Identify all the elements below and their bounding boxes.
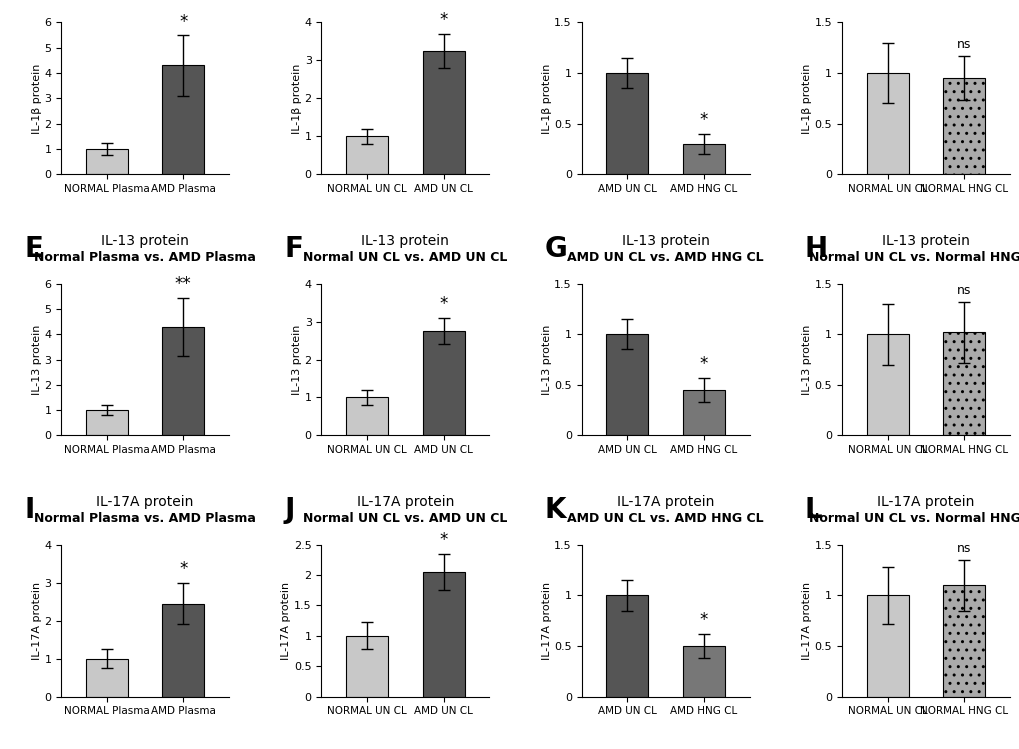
Text: AMD UN CL vs. AMD HNG CL: AMD UN CL vs. AMD HNG CL bbox=[567, 251, 763, 264]
Bar bbox=[943, 333, 984, 435]
Text: AMD UN CL vs. AMD HNG CL: AMD UN CL vs. AMD HNG CL bbox=[567, 512, 763, 525]
Text: ns: ns bbox=[956, 542, 970, 555]
Text: Normal Plasma vs. AMD Plasma: Normal Plasma vs. AMD Plasma bbox=[35, 0, 256, 3]
Text: **: ** bbox=[174, 275, 192, 293]
Y-axis label: IL-1β protein: IL-1β protein bbox=[32, 63, 42, 133]
Text: Normal Plasma vs. AMD Plasma: Normal Plasma vs. AMD Plasma bbox=[35, 512, 256, 525]
Bar bbox=[943, 585, 984, 697]
Bar bbox=[682, 646, 725, 697]
Y-axis label: IL-17A protein: IL-17A protein bbox=[32, 581, 42, 660]
Text: H: H bbox=[804, 235, 827, 263]
Title: IL-13 protein: IL-13 protein bbox=[101, 234, 189, 248]
Text: K: K bbox=[544, 496, 566, 524]
Text: G: G bbox=[544, 235, 567, 263]
Y-axis label: IL-13 protein: IL-13 protein bbox=[32, 324, 42, 395]
Text: E: E bbox=[24, 235, 43, 263]
Text: A: A bbox=[24, 0, 46, 2]
Bar bbox=[866, 73, 908, 175]
Bar bbox=[86, 410, 127, 435]
Bar bbox=[422, 331, 464, 435]
Text: AMD UN CL vs. AMD HNG CL: AMD UN CL vs. AMD HNG CL bbox=[567, 0, 763, 3]
Bar bbox=[86, 149, 127, 175]
Y-axis label: IL-17A protein: IL-17A protein bbox=[801, 581, 811, 660]
Text: *: * bbox=[179, 13, 187, 31]
Text: J: J bbox=[284, 496, 294, 524]
Bar bbox=[682, 390, 725, 435]
Title: IL-17A protein: IL-17A protein bbox=[616, 495, 713, 509]
Y-axis label: IL-13 protein: IL-13 protein bbox=[291, 324, 302, 395]
Y-axis label: IL-1β protein: IL-1β protein bbox=[541, 63, 551, 133]
Text: Normal UN CL vs. AMD UN CL: Normal UN CL vs. AMD UN CL bbox=[303, 251, 507, 264]
Text: L: L bbox=[804, 496, 821, 524]
Bar bbox=[943, 78, 984, 175]
Text: F: F bbox=[284, 235, 303, 263]
Bar bbox=[345, 136, 388, 175]
Bar bbox=[606, 334, 648, 435]
Bar bbox=[345, 636, 388, 697]
Text: *: * bbox=[699, 355, 707, 373]
Y-axis label: IL-17A protein: IL-17A protein bbox=[281, 581, 290, 660]
Title: IL-13 protein: IL-13 protein bbox=[361, 234, 449, 248]
Text: ns: ns bbox=[956, 38, 970, 52]
Text: Normal UN CL vs. AMD UN CL: Normal UN CL vs. AMD UN CL bbox=[303, 0, 507, 3]
Text: *: * bbox=[439, 295, 447, 313]
Text: *: * bbox=[699, 112, 707, 130]
Text: C: C bbox=[544, 0, 565, 2]
Title: IL-17A protein: IL-17A protein bbox=[97, 495, 194, 509]
Text: Normal UN CL vs. AMD UN CL: Normal UN CL vs. AMD UN CL bbox=[303, 512, 507, 525]
Text: Normal Plasma vs. AMD Plasma: Normal Plasma vs. AMD Plasma bbox=[35, 251, 256, 264]
Bar bbox=[682, 144, 725, 175]
Text: *: * bbox=[179, 560, 187, 578]
Text: Normal UN CL vs. Normal HNG CL: Normal UN CL vs. Normal HNG CL bbox=[808, 0, 1019, 3]
Bar bbox=[162, 327, 204, 435]
Bar bbox=[162, 604, 204, 697]
Title: IL-13 protein: IL-13 protein bbox=[881, 234, 969, 248]
Y-axis label: IL-13 protein: IL-13 protein bbox=[541, 324, 551, 395]
Y-axis label: IL-17A protein: IL-17A protein bbox=[541, 581, 551, 660]
Text: ns: ns bbox=[956, 285, 970, 297]
Text: I: I bbox=[24, 496, 35, 524]
Y-axis label: IL-1β protein: IL-1β protein bbox=[801, 63, 811, 133]
Title: IL-13 protein: IL-13 protein bbox=[621, 234, 709, 248]
Bar bbox=[86, 658, 127, 697]
Bar bbox=[606, 73, 648, 175]
Bar bbox=[866, 334, 908, 435]
Y-axis label: IL-13 protein: IL-13 protein bbox=[801, 324, 811, 395]
Text: *: * bbox=[699, 611, 707, 629]
Text: D: D bbox=[804, 0, 827, 2]
Bar bbox=[345, 398, 388, 435]
Text: Normal UN CL vs. Normal HNG CL: Normal UN CL vs. Normal HNG CL bbox=[808, 512, 1019, 525]
Bar bbox=[422, 51, 464, 175]
Y-axis label: IL-1β protein: IL-1β protein bbox=[291, 63, 302, 133]
Text: *: * bbox=[439, 531, 447, 549]
Title: IL-17A protein: IL-17A protein bbox=[357, 495, 453, 509]
Bar bbox=[422, 572, 464, 697]
Title: IL-17A protein: IL-17A protein bbox=[876, 495, 973, 509]
Text: *: * bbox=[439, 11, 447, 29]
Bar bbox=[606, 595, 648, 697]
Bar bbox=[162, 65, 204, 175]
Text: B: B bbox=[284, 0, 306, 2]
Text: Normal UN CL vs. Normal HNG CL: Normal UN CL vs. Normal HNG CL bbox=[808, 251, 1019, 264]
Bar bbox=[866, 595, 908, 697]
